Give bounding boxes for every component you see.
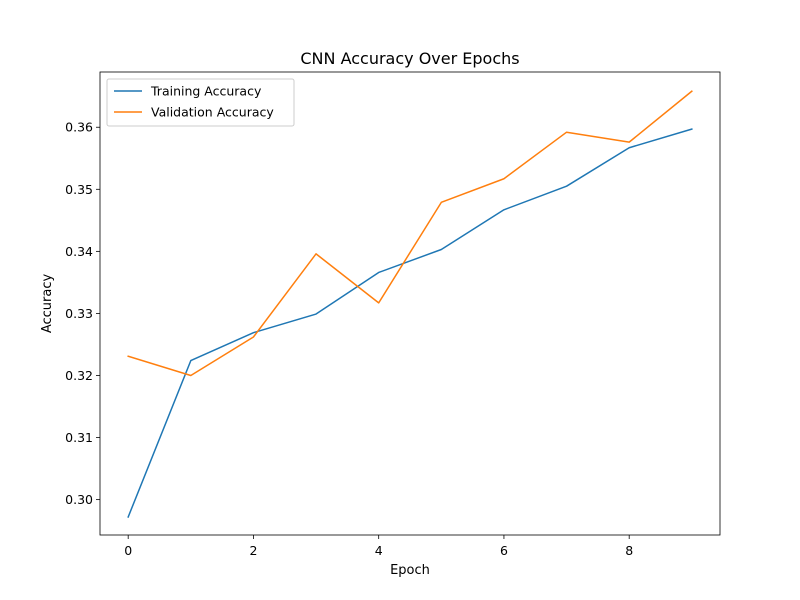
x-tick-label: 6 [500,543,508,558]
y-tick-label: 0.35 [65,182,93,197]
legend-label-training: Training Accuracy [150,84,262,99]
y-tick-label: 0.32 [65,368,93,383]
y-tick-label: 0.31 [65,430,93,445]
y-tick-label: 0.36 [65,120,93,135]
series-lines [127,90,693,518]
x-tick-label: 2 [249,543,257,558]
series-line-1 [127,90,693,377]
x-axis-ticks: 0 2 4 6 8 [124,535,633,558]
y-axis-label: Accuracy [40,274,55,334]
y-tick-label: 0.34 [65,244,93,259]
y-tick-label: 0.33 [65,306,93,321]
legend-box [106,78,295,127]
legend-label-validation: Validation Accuracy [151,105,274,120]
series-line-0 [127,128,693,518]
x-axis-label: Epoch [390,563,430,578]
plot-area [100,72,720,535]
x-tick-label: 8 [625,543,633,558]
chart-title: CNN Accuracy Over Epochs [300,49,519,68]
y-axis-ticks: 0.30 0.31 0.32 0.33 0.34 0.35 0.36 [65,120,100,507]
x-tick-label: 0 [124,543,132,558]
legend: Training Accuracy Validation Accuracy [106,78,295,127]
plot-frame [99,71,721,536]
y-tick-label: 0.30 [65,492,93,507]
x-tick-label: 4 [375,543,383,558]
